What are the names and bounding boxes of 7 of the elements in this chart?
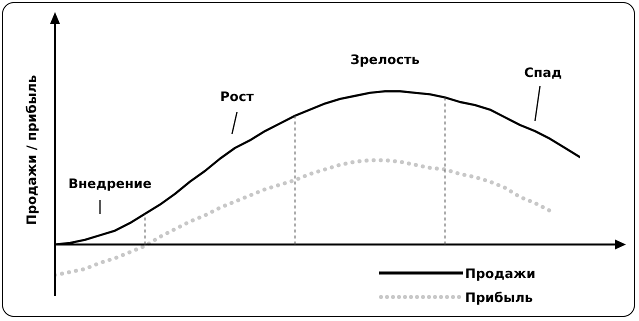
y-axis-title: Продажи / прибыль bbox=[25, 74, 40, 226]
annotation: Рост bbox=[220, 90, 254, 105]
text: Зрелость bbox=[350, 53, 420, 68]
legend-label: Прибыль bbox=[465, 291, 533, 306]
text: Спад bbox=[524, 66, 562, 81]
annotation: Внедрение bbox=[68, 177, 152, 192]
legend-label: Продажи bbox=[465, 267, 536, 282]
